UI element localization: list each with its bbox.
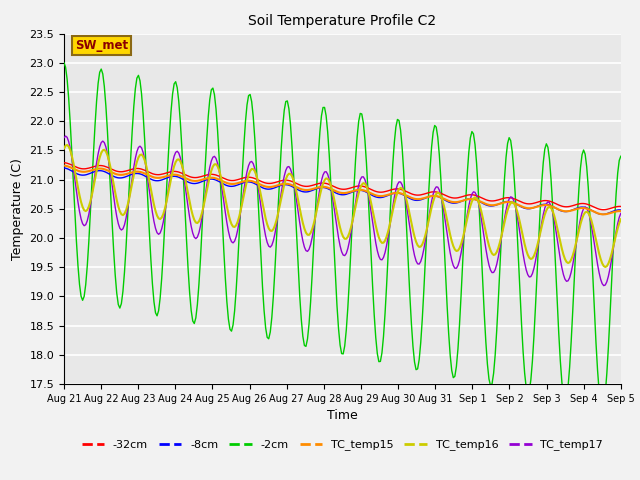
Text: SW_met: SW_met [75,39,128,52]
Legend: -32cm, -8cm, -2cm, TC_temp15, TC_temp16, TC_temp17: -32cm, -8cm, -2cm, TC_temp15, TC_temp16,… [77,435,607,455]
Title: Soil Temperature Profile C2: Soil Temperature Profile C2 [248,14,436,28]
X-axis label: Time: Time [327,409,358,422]
Y-axis label: Temperature (C): Temperature (C) [11,158,24,260]
